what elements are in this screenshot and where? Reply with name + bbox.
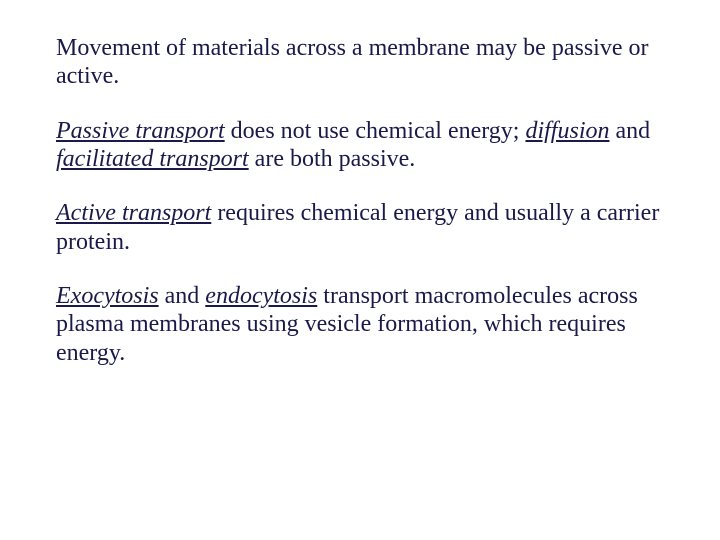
term-endocytosis: endocytosis <box>205 283 317 309</box>
paragraph-cytosis: Exocytosis and endocytosis transport mac… <box>56 282 664 367</box>
text: and <box>159 283 206 309</box>
slide-body: Movement of materials across a membrane … <box>0 0 720 540</box>
term-exocytosis: Exocytosis <box>56 283 159 309</box>
paragraph-passive: Passive transport does not use chemical … <box>56 117 664 174</box>
text: and <box>609 118 650 144</box>
text: Movement of materials across a membrane … <box>56 35 648 89</box>
term-facilitated-transport: facilitated transport <box>56 146 249 172</box>
text: are both passive. <box>249 146 416 172</box>
paragraph-active: Active transport requires chemical energ… <box>56 199 664 256</box>
term-diffusion: diffusion <box>525 118 609 144</box>
term-active-transport: Active transport <box>56 200 211 226</box>
text: does not use chemical energy; <box>225 118 526 144</box>
paragraph-intro: Movement of materials across a membrane … <box>56 34 664 91</box>
term-passive-transport: Passive transport <box>56 118 225 144</box>
